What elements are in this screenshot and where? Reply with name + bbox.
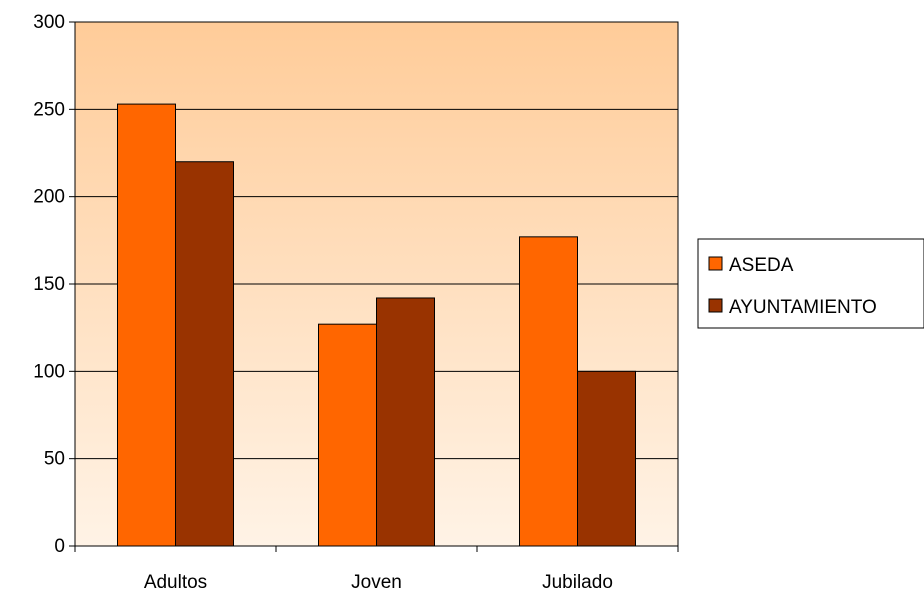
bar-ayuntamiento-adultos xyxy=(175,161,234,547)
y-axis: 0 50 100 150 200 250 300 xyxy=(33,12,75,557)
y-tick-label: 100 xyxy=(33,361,65,382)
legend-swatch xyxy=(708,256,723,271)
y-tick-label: 200 xyxy=(33,187,65,208)
y-tick-label: 0 xyxy=(54,536,65,557)
x-tick-label: Joven xyxy=(351,572,402,592)
legend: ASEDA AYUNTAMIENTO xyxy=(697,238,924,329)
legend-swatch xyxy=(708,298,723,313)
y-tick-label: 50 xyxy=(44,449,65,470)
x-axis-labels: Adultos Joven Jubilado xyxy=(144,572,613,592)
legend-label: AYUNTAMIENTO xyxy=(729,297,877,318)
x-axis-ticks xyxy=(74,546,679,552)
x-tick-label: Adultos xyxy=(144,572,207,592)
x-tick-label: Jubilado xyxy=(542,572,613,592)
bar-ayuntamiento-joven xyxy=(376,297,435,547)
bar-aseda-adultos xyxy=(117,103,176,547)
bar-aseda-joven xyxy=(318,323,377,547)
legend-box xyxy=(697,238,924,329)
y-tick-label: 300 xyxy=(33,12,65,33)
bars xyxy=(117,103,636,547)
bar-aseda-jubilado xyxy=(519,236,578,547)
y-tick-label: 250 xyxy=(33,99,65,120)
y-tick-label: 150 xyxy=(33,274,65,295)
bar-ayuntamiento-jubilado xyxy=(577,370,636,547)
legend-label: ASEDA xyxy=(729,255,794,276)
